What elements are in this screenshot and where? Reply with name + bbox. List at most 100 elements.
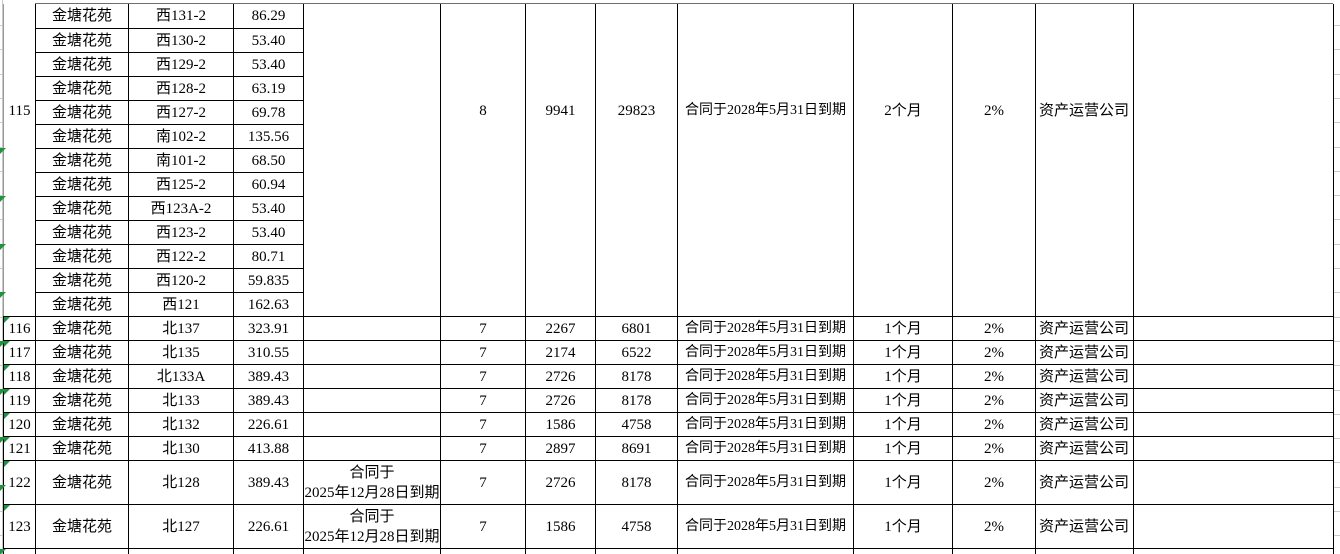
- area-cell[interactable]: 53.40: [233, 28, 304, 53]
- quarter-total-cell[interactable]: 6522: [595, 340, 678, 365]
- quarter-total-cell[interactable]: 8691: [595, 436, 678, 461]
- unit-cell[interactable]: 南101-2: [128, 148, 234, 173]
- expiry-note-cell[interactable]: [303, 316, 441, 341]
- area-cell[interactable]: 226.61: [233, 504, 304, 549]
- area-cell[interactable]: 389.43: [233, 388, 304, 413]
- row-no-cell[interactable]: 116: [3, 316, 36, 341]
- estate-cell[interactable]: 金塘花苑: [35, 268, 129, 293]
- unit-cell[interactable]: 北132: [128, 412, 234, 437]
- count-cell[interactable]: 7: [440, 504, 526, 549]
- unit-cell[interactable]: 西123A-2: [128, 196, 234, 221]
- monthly-rent-cell[interactable]: 2267: [525, 316, 596, 341]
- estate-cell[interactable]: 金塘花苑: [35, 504, 129, 549]
- blank-cell[interactable]: [1133, 364, 1334, 389]
- unit-cell[interactable]: 北127: [128, 504, 234, 549]
- area-cell[interactable]: 413.88: [233, 436, 304, 461]
- estate-cell[interactable]: 金塘花苑: [35, 244, 129, 269]
- monthly-rent-cell[interactable]: 9941: [525, 4, 596, 317]
- estate-cell[interactable]: 金塘花苑: [35, 172, 129, 197]
- pay-period-cell[interactable]: 1个月: [853, 316, 953, 341]
- area-cell[interactable]: 310.55: [233, 340, 304, 365]
- estate-cell[interactable]: 金塘花苑: [35, 388, 129, 413]
- unit-cell[interactable]: 西121: [128, 292, 234, 317]
- pay-period-cell[interactable]: 1个月: [853, 460, 953, 505]
- monthly-rent-cell[interactable]: 2726: [525, 460, 596, 505]
- estate-cell[interactable]: 金塘花苑: [35, 4, 129, 29]
- row-no-cell[interactable]: 115: [3, 4, 36, 317]
- area-cell[interactable]: 53.40: [233, 196, 304, 221]
- company-cell[interactable]: 资产运营公司: [1035, 504, 1134, 549]
- blank-cell[interactable]: [1133, 340, 1334, 365]
- rate-cell[interactable]: 2%: [952, 460, 1036, 505]
- quarter-total-cell[interactable]: 6801: [595, 316, 678, 341]
- contract-expiry-cell[interactable]: 合同于2028年5月31日到期: [677, 412, 854, 437]
- quarter-total-cell[interactable]: 4758: [595, 504, 678, 549]
- blank-cell[interactable]: [1133, 388, 1334, 413]
- rate-cell[interactable]: 2%: [952, 316, 1036, 341]
- unit-cell[interactable]: 北135: [128, 340, 234, 365]
- quarter-total-cell[interactable]: 29823: [595, 4, 678, 317]
- area-cell[interactable]: 59.835: [233, 268, 304, 293]
- monthly-rent-cell[interactable]: 2897: [525, 436, 596, 461]
- estate-cell[interactable]: 金塘花苑: [35, 28, 129, 53]
- estate-cell[interactable]: 金塘花苑: [35, 148, 129, 173]
- blank-cell[interactable]: [1133, 504, 1334, 549]
- estate-cell[interactable]: 金塘花苑: [35, 196, 129, 221]
- rate-cell[interactable]: 2%: [952, 364, 1036, 389]
- count-cell[interactable]: 7: [440, 364, 526, 389]
- unit-cell[interactable]: 南102-2: [128, 124, 234, 149]
- pay-period-cell[interactable]: 1个月: [853, 340, 953, 365]
- blank-cell[interactable]: [1133, 4, 1334, 317]
- pay-period-cell[interactable]: 2个月: [853, 4, 953, 317]
- count-cell[interactable]: 7: [440, 340, 526, 365]
- unit-cell[interactable]: 北130: [128, 436, 234, 461]
- count-cell[interactable]: 7: [440, 460, 526, 505]
- row-no-cell[interactable]: 123: [3, 504, 36, 549]
- estate-cell[interactable]: 金塘花苑: [35, 316, 129, 341]
- count-cell[interactable]: 7: [440, 436, 526, 461]
- estate-cell[interactable]: 金塘花苑: [35, 220, 129, 245]
- row-no-cell[interactable]: 122: [3, 460, 36, 505]
- blank-cell[interactable]: [1133, 460, 1334, 505]
- area-cell[interactable]: 80.71: [233, 244, 304, 269]
- rate-cell[interactable]: 2%: [952, 436, 1036, 461]
- estate-cell[interactable]: 金塘花苑: [35, 340, 129, 365]
- rate-cell[interactable]: 2%: [952, 412, 1036, 437]
- estate-cell[interactable]: 金塘花苑: [35, 436, 129, 461]
- pay-period-cell[interactable]: 1个月: [853, 364, 953, 389]
- unit-cell[interactable]: 北133A: [128, 364, 234, 389]
- area-cell[interactable]: 63.19: [233, 76, 304, 101]
- monthly-rent-cell[interactable]: 2726: [525, 364, 596, 389]
- unit-cell[interactable]: 西130-2: [128, 28, 234, 53]
- pay-period-cell[interactable]: 1个月: [853, 412, 953, 437]
- expiry-note-cell[interactable]: [303, 436, 441, 461]
- rate-cell[interactable]: 2%: [952, 4, 1036, 317]
- blank-cell[interactable]: [1133, 436, 1334, 461]
- count-cell[interactable]: 8: [440, 4, 526, 317]
- unit-cell[interactable]: 北128: [128, 460, 234, 505]
- unit-cell[interactable]: 西128-2: [128, 76, 234, 101]
- estate-cell[interactable]: 金塘花苑: [35, 52, 129, 77]
- contract-expiry-cell[interactable]: 合同于2028年5月31日到期: [677, 504, 854, 549]
- expiry-note-cell[interactable]: [303, 4, 441, 317]
- area-cell[interactable]: 69.78: [233, 100, 304, 125]
- estate-cell[interactable]: 金塘花苑: [35, 124, 129, 149]
- area-cell[interactable]: 323.91: [233, 316, 304, 341]
- monthly-rent-cell[interactable]: 2174: [525, 340, 596, 365]
- company-cell[interactable]: 资产运营公司: [1035, 364, 1134, 389]
- area-cell[interactable]: 60.94: [233, 172, 304, 197]
- rate-cell[interactable]: 2%: [952, 340, 1036, 365]
- blank-cell[interactable]: [1133, 316, 1334, 341]
- contract-expiry-cell[interactable]: 合同于2028年5月31日到期: [677, 460, 854, 505]
- area-cell[interactable]: 389.43: [233, 364, 304, 389]
- unit-cell[interactable]: 西120-2: [128, 268, 234, 293]
- expiry-note-cell[interactable]: [303, 364, 441, 389]
- rate-cell[interactable]: 2%: [952, 388, 1036, 413]
- quarter-total-cell[interactable]: 4758: [595, 412, 678, 437]
- expiry-note-cell[interactable]: 合同于 2025年12月28日到期: [303, 460, 441, 505]
- count-cell[interactable]: 7: [440, 316, 526, 341]
- quarter-total-cell[interactable]: 8178: [595, 388, 678, 413]
- area-cell[interactable]: 53.40: [233, 52, 304, 77]
- monthly-rent-cell[interactable]: 1586: [525, 504, 596, 549]
- area-cell[interactable]: 135.56: [233, 124, 304, 149]
